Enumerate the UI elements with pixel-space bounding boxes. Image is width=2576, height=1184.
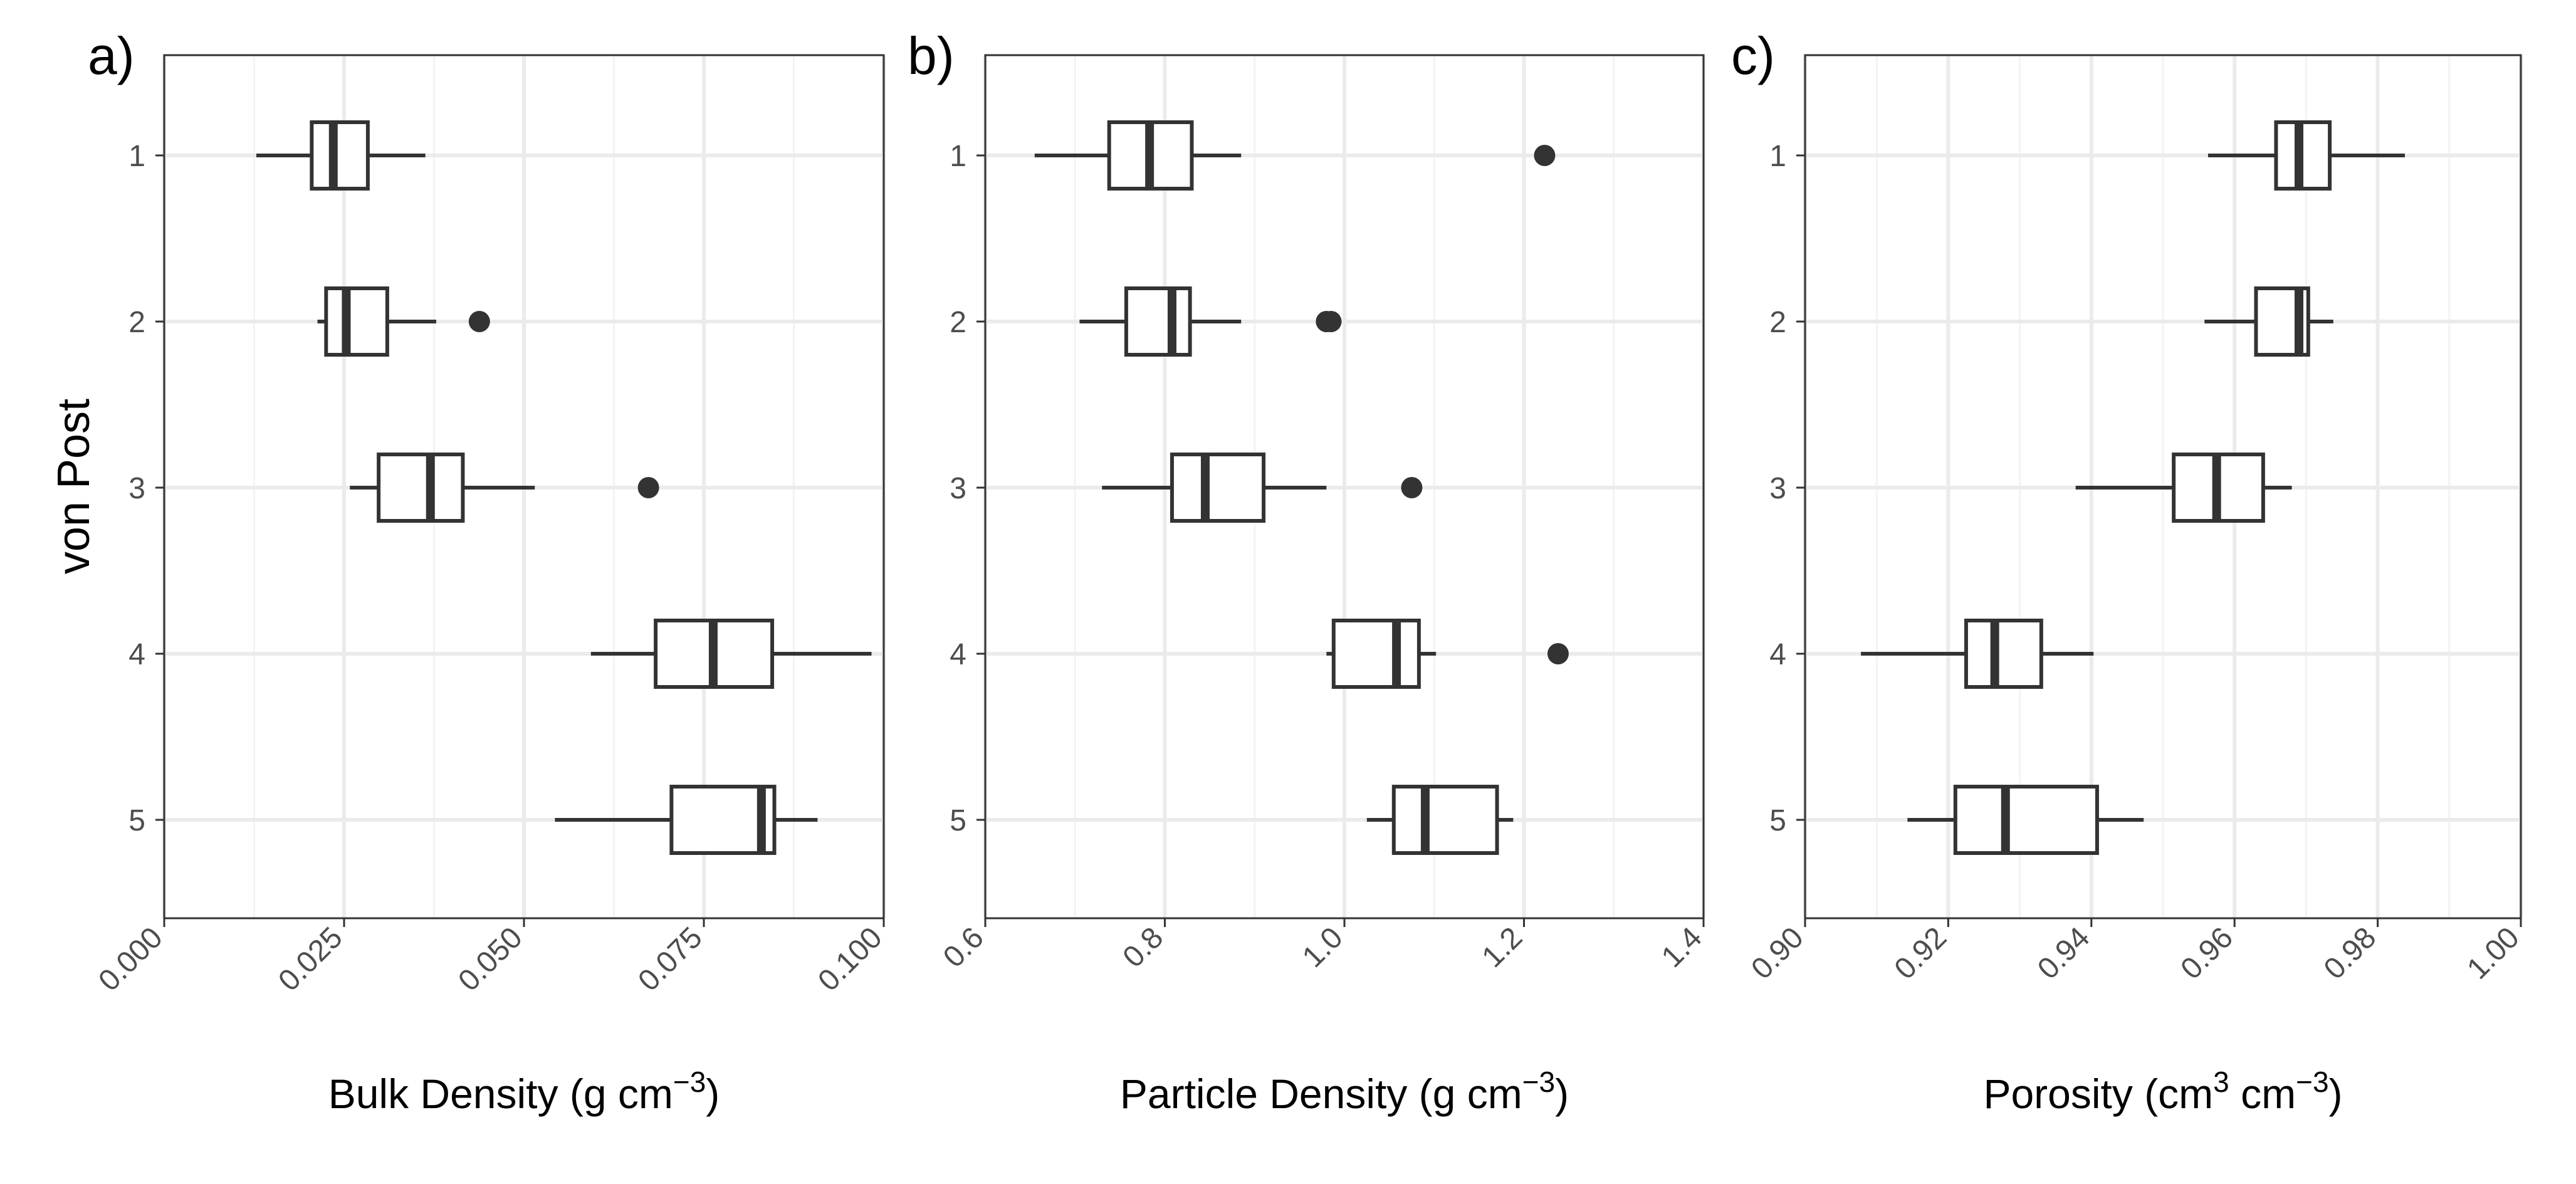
x-tick-label: 0.98 [2318,921,2383,986]
x-axis-title: Particle Density (g cm−3) [1120,1066,1569,1117]
y-tick-label: 5 [950,804,966,837]
box-category-1 [256,120,426,191]
x-tick-label: 1.0 [1296,921,1349,974]
x-tick-label: 0.050 [452,921,528,997]
box-iqr [1953,785,2099,855]
y-tick-label: 2 [1769,306,1786,339]
box-category-3 [1102,453,1423,523]
y-tick-label: 3 [950,472,966,505]
outlier-point [1547,643,1569,664]
y-axis-title: von Post [49,399,99,574]
x-tick-label: 0.94 [2031,921,2097,986]
y-tick-label: 3 [128,472,145,505]
panel-label: c) [1731,26,1775,85]
outlier-point [1320,311,1342,332]
box-iqr [324,286,389,357]
x-axis-title: Porosity (cm3 cm−3) [1983,1066,2342,1117]
panel-3: 1 2 3 4 5 0.90 0.92 0.94 0.96 0.98 1.00 Porosity (c… [1731,26,2526,1117]
box-iqr [310,120,370,191]
outlier-point [1534,145,1556,166]
y-tick-label: 2 [128,306,145,339]
outlier-point [1401,477,1423,498]
box-iqr [1391,785,1499,855]
y-tick-label: 3 [1769,472,1786,505]
outlier-point [468,311,490,332]
box-category-5 [1907,785,2144,855]
x-tick-label: 0.000 [92,921,169,997]
box-category-3 [350,453,659,523]
y-tick-label: 1 [950,140,966,173]
x-tick-label: 1.2 [1476,921,1529,974]
x-tick-label: 1.00 [2461,921,2526,986]
box-iqr [1964,619,2043,689]
x-tick-label: 0.025 [272,921,348,997]
box-category-5 [555,785,818,855]
y-tick-label: 1 [128,140,145,173]
box-iqr [1124,286,1192,357]
y-tick-label: 4 [1769,638,1786,671]
y-tick-label: 4 [950,638,966,671]
x-tick-label: 0.6 [937,921,990,974]
box-category-2 [317,286,490,357]
box-iqr [377,453,465,523]
panel-label: b) [908,26,955,85]
x-tick-label: 0.96 [2174,921,2239,986]
x-axis-title: Bulk Density (g cm−3) [328,1066,720,1117]
box-category-1 [1034,120,1556,191]
x-tick-label: 0.100 [812,921,888,997]
x-tick-label: 0.92 [1888,921,1954,986]
box-category-2 [1079,286,1342,357]
y-tick-label: 5 [128,804,145,837]
box-category-4 [590,619,872,689]
x-tick-label: 0.075 [632,921,708,997]
y-tick-label: 1 [1769,140,1786,173]
y-tick-label: 5 [1769,804,1786,837]
box-category-1 [2207,120,2405,191]
box-iqr [1331,619,1421,689]
x-tick-label: 0.8 [1117,921,1170,974]
x-tick-label: 1.4 [1655,921,1709,974]
box-category-4 [1326,619,1569,689]
box-category-4 [1861,619,2094,689]
panel-1: 1 2 3 4 5 0.000 0.025 0.050 0.075 0.100 Bulk Densi… [88,26,889,1117]
panel-label: a) [88,26,135,85]
y-tick-label: 2 [950,306,966,339]
outlier-point [637,477,659,498]
y-tick-label: 4 [128,638,145,671]
box-iqr [1170,453,1266,523]
panel-2: 1 2 3 4 5 0.6 0.8 1.0 1.2 1.4 Particle Density (g … [908,26,1709,1117]
box-category-5 [1366,785,1514,855]
x-tick-label: 0.90 [1745,921,1810,986]
box-category-2 [2204,286,2333,357]
box-category-3 [2075,453,2292,523]
